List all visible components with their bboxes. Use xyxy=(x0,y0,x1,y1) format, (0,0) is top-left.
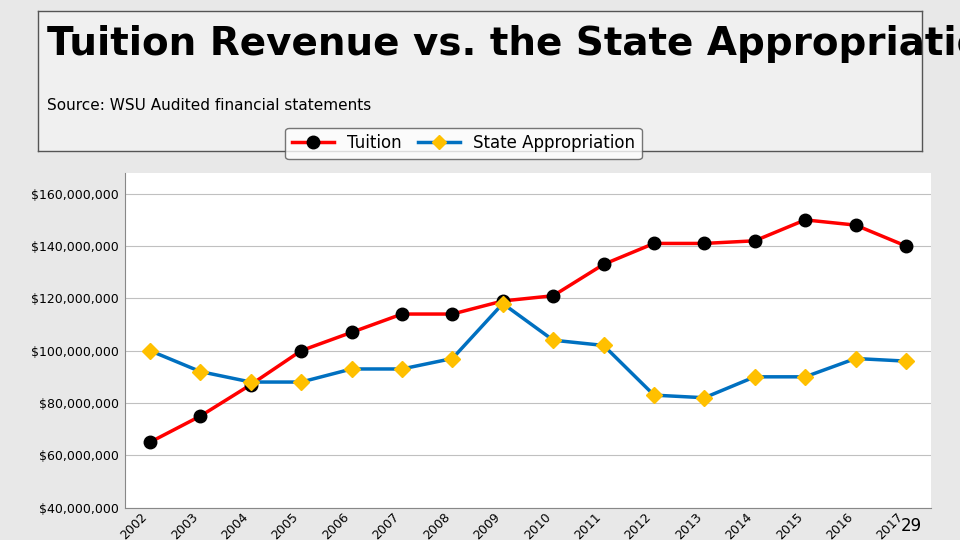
Text: Source: WSU Audited financial statements: Source: WSU Audited financial statements xyxy=(47,98,372,113)
Text: 29: 29 xyxy=(900,517,922,535)
Text: Tuition Revenue vs. the State Appropriation: Tuition Revenue vs. the State Appropriat… xyxy=(47,25,960,63)
Legend: Tuition, State Appropriation: Tuition, State Appropriation xyxy=(285,127,642,159)
